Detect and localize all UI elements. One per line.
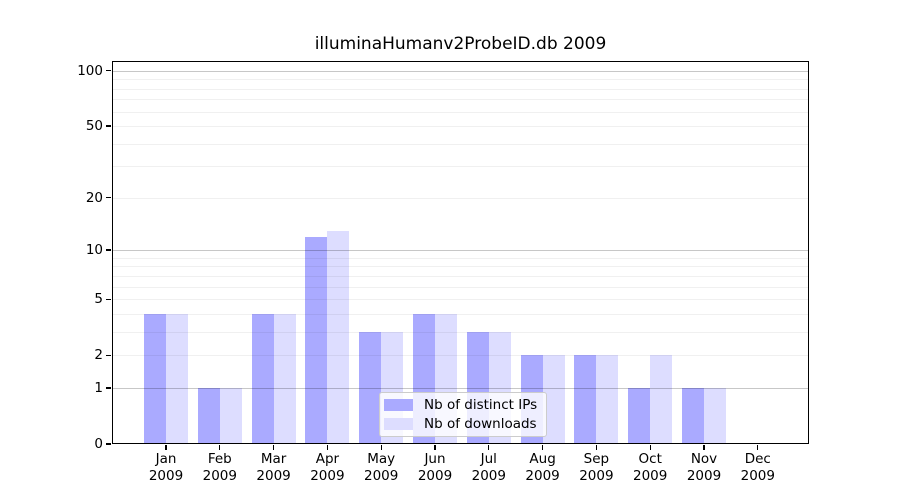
x-axis-tick xyxy=(380,445,382,450)
x-tick-label-feb: Feb 2009 xyxy=(202,451,237,484)
minor-gridline xyxy=(113,143,808,145)
major-gridline xyxy=(113,250,808,252)
y-axis-tick xyxy=(106,298,111,300)
x-axis-tick xyxy=(273,445,275,450)
bar-oct-distinct-ips xyxy=(628,387,651,444)
minor-gridline xyxy=(113,257,808,259)
y-tick-label-20: 20 xyxy=(85,189,103,206)
y-tick-label-10: 10 xyxy=(85,242,103,259)
bar-may-distinct-ips xyxy=(359,331,382,444)
bar-apr-downloads xyxy=(327,230,350,444)
y-axis-tick xyxy=(106,70,111,72)
minor-gridline xyxy=(113,355,808,357)
x-axis-tick xyxy=(703,445,705,450)
minor-gridline xyxy=(113,88,808,90)
legend-item-downloads: Nb of downloads xyxy=(384,416,546,432)
x-tick-label-may: May 2009 xyxy=(364,451,399,484)
y-tick-label-100: 100 xyxy=(77,62,103,79)
minor-gridline xyxy=(113,111,808,113)
minor-gridline xyxy=(113,79,808,81)
x-axis-tick xyxy=(542,445,544,450)
minor-gridline xyxy=(113,331,808,333)
bar-sep-downloads xyxy=(596,355,619,444)
legend-item-distinct-ips: Nb of distinct IPs xyxy=(384,397,546,413)
bar-sep-distinct-ips xyxy=(574,355,597,444)
legend-label: Nb of downloads xyxy=(424,416,537,432)
major-gridline xyxy=(113,70,808,72)
bar-apr-distinct-ips xyxy=(305,236,328,444)
x-axis-tick xyxy=(649,445,651,450)
bar-oct-downloads xyxy=(650,355,673,444)
minor-gridline xyxy=(113,99,808,101)
y-axis-tick xyxy=(106,125,111,127)
x-tick-label-apr: Apr 2009 xyxy=(310,451,345,484)
minor-gridline xyxy=(113,197,808,199)
y-axis-tick xyxy=(106,249,111,251)
minor-gridline xyxy=(113,166,808,168)
y-tick-label-2: 2 xyxy=(94,347,103,364)
y-tick-label-0: 0 xyxy=(94,436,103,452)
major-gridline xyxy=(113,387,808,389)
plot-border xyxy=(112,61,809,444)
minor-gridline xyxy=(113,126,808,128)
x-axis-tick xyxy=(434,445,436,450)
x-tick-label-jul: Jul 2009 xyxy=(471,451,506,484)
x-tick-label-jun: Jun 2009 xyxy=(417,451,453,484)
bar-mar-downloads xyxy=(273,313,296,444)
x-tick-label-sep: Sep 2009 xyxy=(579,451,614,484)
bar-nov-distinct-ips xyxy=(682,387,704,444)
x-tick-label-jan: Jan 2009 xyxy=(148,451,184,484)
x-axis-tick xyxy=(326,445,328,450)
x-axis-tick xyxy=(165,445,167,450)
bar-jan-downloads xyxy=(166,313,188,444)
legend-swatch-distinct-ips xyxy=(384,399,413,411)
x-tick-label-dec: Dec 2009 xyxy=(740,451,775,484)
x-tick-label-oct: Oct 2009 xyxy=(633,451,668,484)
y-tick-label-5: 5 xyxy=(94,291,103,308)
bar-feb-distinct-ips xyxy=(197,387,220,444)
legend-swatch-downloads xyxy=(384,418,413,430)
bar-jan-distinct-ips xyxy=(144,313,166,444)
x-axis-tick xyxy=(219,445,221,450)
x-axis-tick xyxy=(595,445,597,450)
bar-mar-distinct-ips xyxy=(251,313,274,444)
minor-gridline xyxy=(113,313,808,315)
bar-feb-downloads xyxy=(219,387,242,444)
legend-label: Nb of distinct IPs xyxy=(424,397,538,413)
bar-nov-downloads xyxy=(704,387,726,444)
x-tick-label-mar: Mar 2009 xyxy=(256,451,291,484)
minor-gridline xyxy=(113,299,808,301)
y-tick-label-50: 50 xyxy=(85,118,103,135)
legend: Nb of distinct IPs Nb of downloads xyxy=(379,392,547,437)
bar-aug-downloads xyxy=(542,355,565,444)
x-tick-label-nov: Nov 2009 xyxy=(686,451,722,484)
x-axis-tick xyxy=(488,445,490,450)
minor-gridline xyxy=(113,286,808,288)
y-axis-tick xyxy=(106,354,111,356)
y-axis-tick xyxy=(106,387,111,389)
y-axis-tick xyxy=(106,443,111,445)
minor-gridline xyxy=(113,266,808,268)
y-axis-tick xyxy=(106,197,111,199)
y-tick-label-1: 1 xyxy=(94,379,103,396)
x-axis-tick xyxy=(757,445,759,450)
chart-title: illuminaHumanv2ProbeID.db 2009 xyxy=(314,34,607,54)
x-tick-label-aug: Aug 2009 xyxy=(525,451,560,484)
minor-gridline xyxy=(113,275,808,277)
